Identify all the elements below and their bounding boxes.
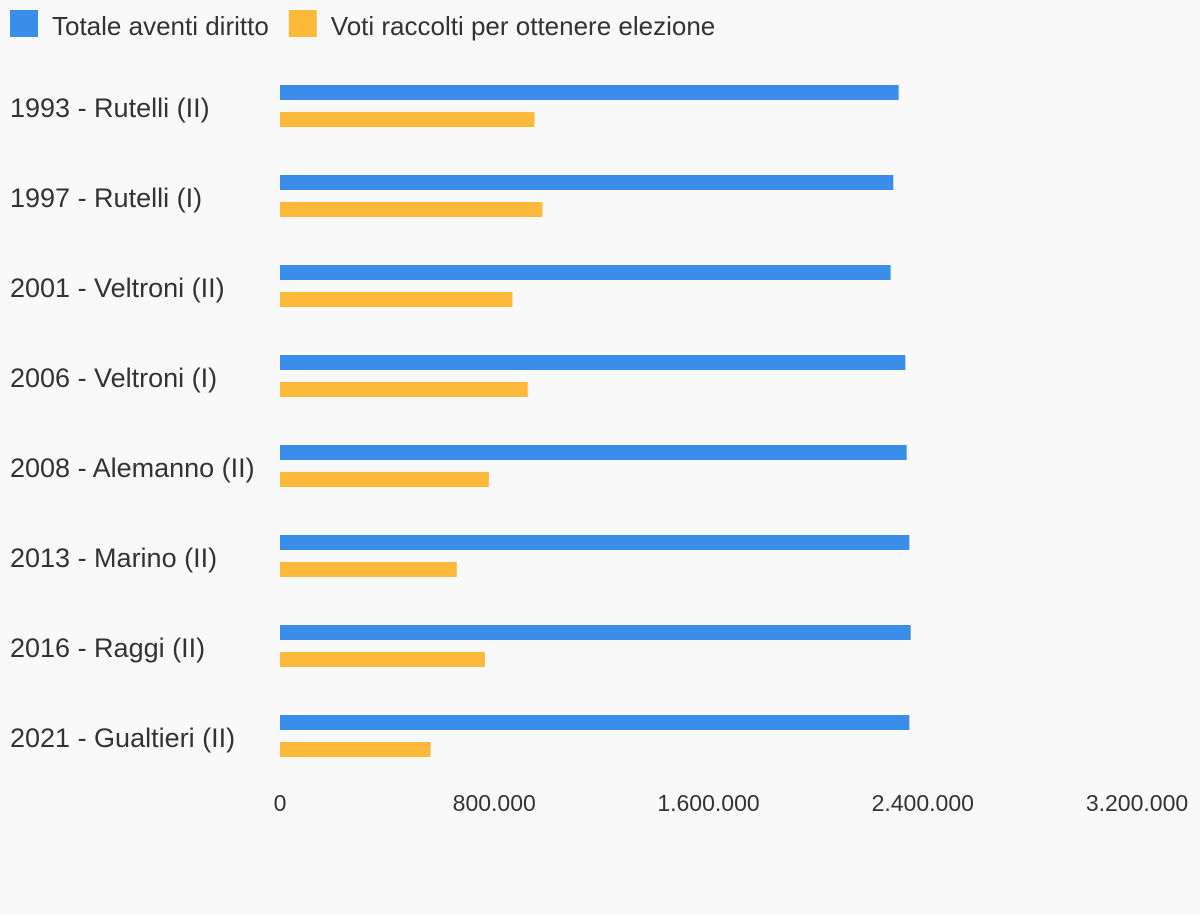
legend-swatch: [10, 10, 38, 37]
x-tick-label: 1.600.000: [657, 790, 759, 816]
legend-label: Voti raccolti per ottenere elezione: [331, 11, 715, 41]
bar-voti-raccolti-1[interactable]: [280, 202, 543, 217]
value-axis: 0 800.000 1.600.000 2.400.000 3.200.000: [274, 790, 1189, 816]
bar-totale-aventi-diritto-5[interactable]: [280, 535, 910, 550]
bar-voti-raccolti-0[interactable]: [280, 112, 535, 127]
category-axis: 1993 - Rutelli (II) 1997 - Rutelli (I) 200…: [10, 93, 255, 753]
bar-totale-aventi-diritto-7[interactable]: [280, 715, 910, 730]
category-label: 1993 - Rutelli (II): [10, 93, 210, 123]
bar-voti-raccolti-6[interactable]: [280, 652, 485, 667]
category-label: 2013 - Marino (II): [10, 543, 217, 573]
category-label: 2016 - Raggi (II): [10, 633, 205, 663]
bar-totale-aventi-diritto-1[interactable]: [280, 175, 894, 190]
legend-item-1[interactable]: Voti raccolti per ottenere elezione: [288, 10, 715, 41]
bars: [280, 85, 911, 757]
bar-totale-aventi-diritto-4[interactable]: [280, 445, 907, 460]
bar-voti-raccolti-4[interactable]: [280, 472, 489, 487]
bar-totale-aventi-diritto-2[interactable]: [280, 265, 891, 280]
x-tick-label: 0: [274, 790, 287, 816]
x-tick-label: 3.200.000: [1086, 790, 1188, 816]
x-tick-label: 800.000: [453, 790, 536, 816]
category-label: 2006 - Veltroni (I): [10, 363, 217, 393]
x-tick-label: 2.400.000: [872, 790, 974, 816]
category-label: 1997 - Rutelli (I): [10, 183, 202, 213]
bar-voti-raccolti-3[interactable]: [280, 382, 528, 397]
legend-item-0[interactable]: Totale aventi diritto: [10, 10, 269, 41]
bar-totale-aventi-diritto-6[interactable]: [280, 625, 911, 640]
legend-label: Totale aventi diritto: [52, 11, 269, 41]
legend: Totale aventi diritto Voti raccolti per o…: [10, 10, 715, 41]
bar-totale-aventi-diritto-0[interactable]: [280, 85, 899, 100]
legend-swatch: [288, 10, 317, 37]
category-label: 2008 - Alemanno (II): [10, 453, 255, 483]
category-label: 2021 - Gualtieri (II): [10, 723, 235, 753]
bar-voti-raccolti-5[interactable]: [280, 562, 457, 577]
bar-voti-raccolti-7[interactable]: [280, 742, 431, 757]
bar-voti-raccolti-2[interactable]: [280, 292, 513, 307]
bar-totale-aventi-diritto-3[interactable]: [280, 355, 906, 370]
category-label: 2001 - Veltroni (II): [10, 273, 225, 303]
